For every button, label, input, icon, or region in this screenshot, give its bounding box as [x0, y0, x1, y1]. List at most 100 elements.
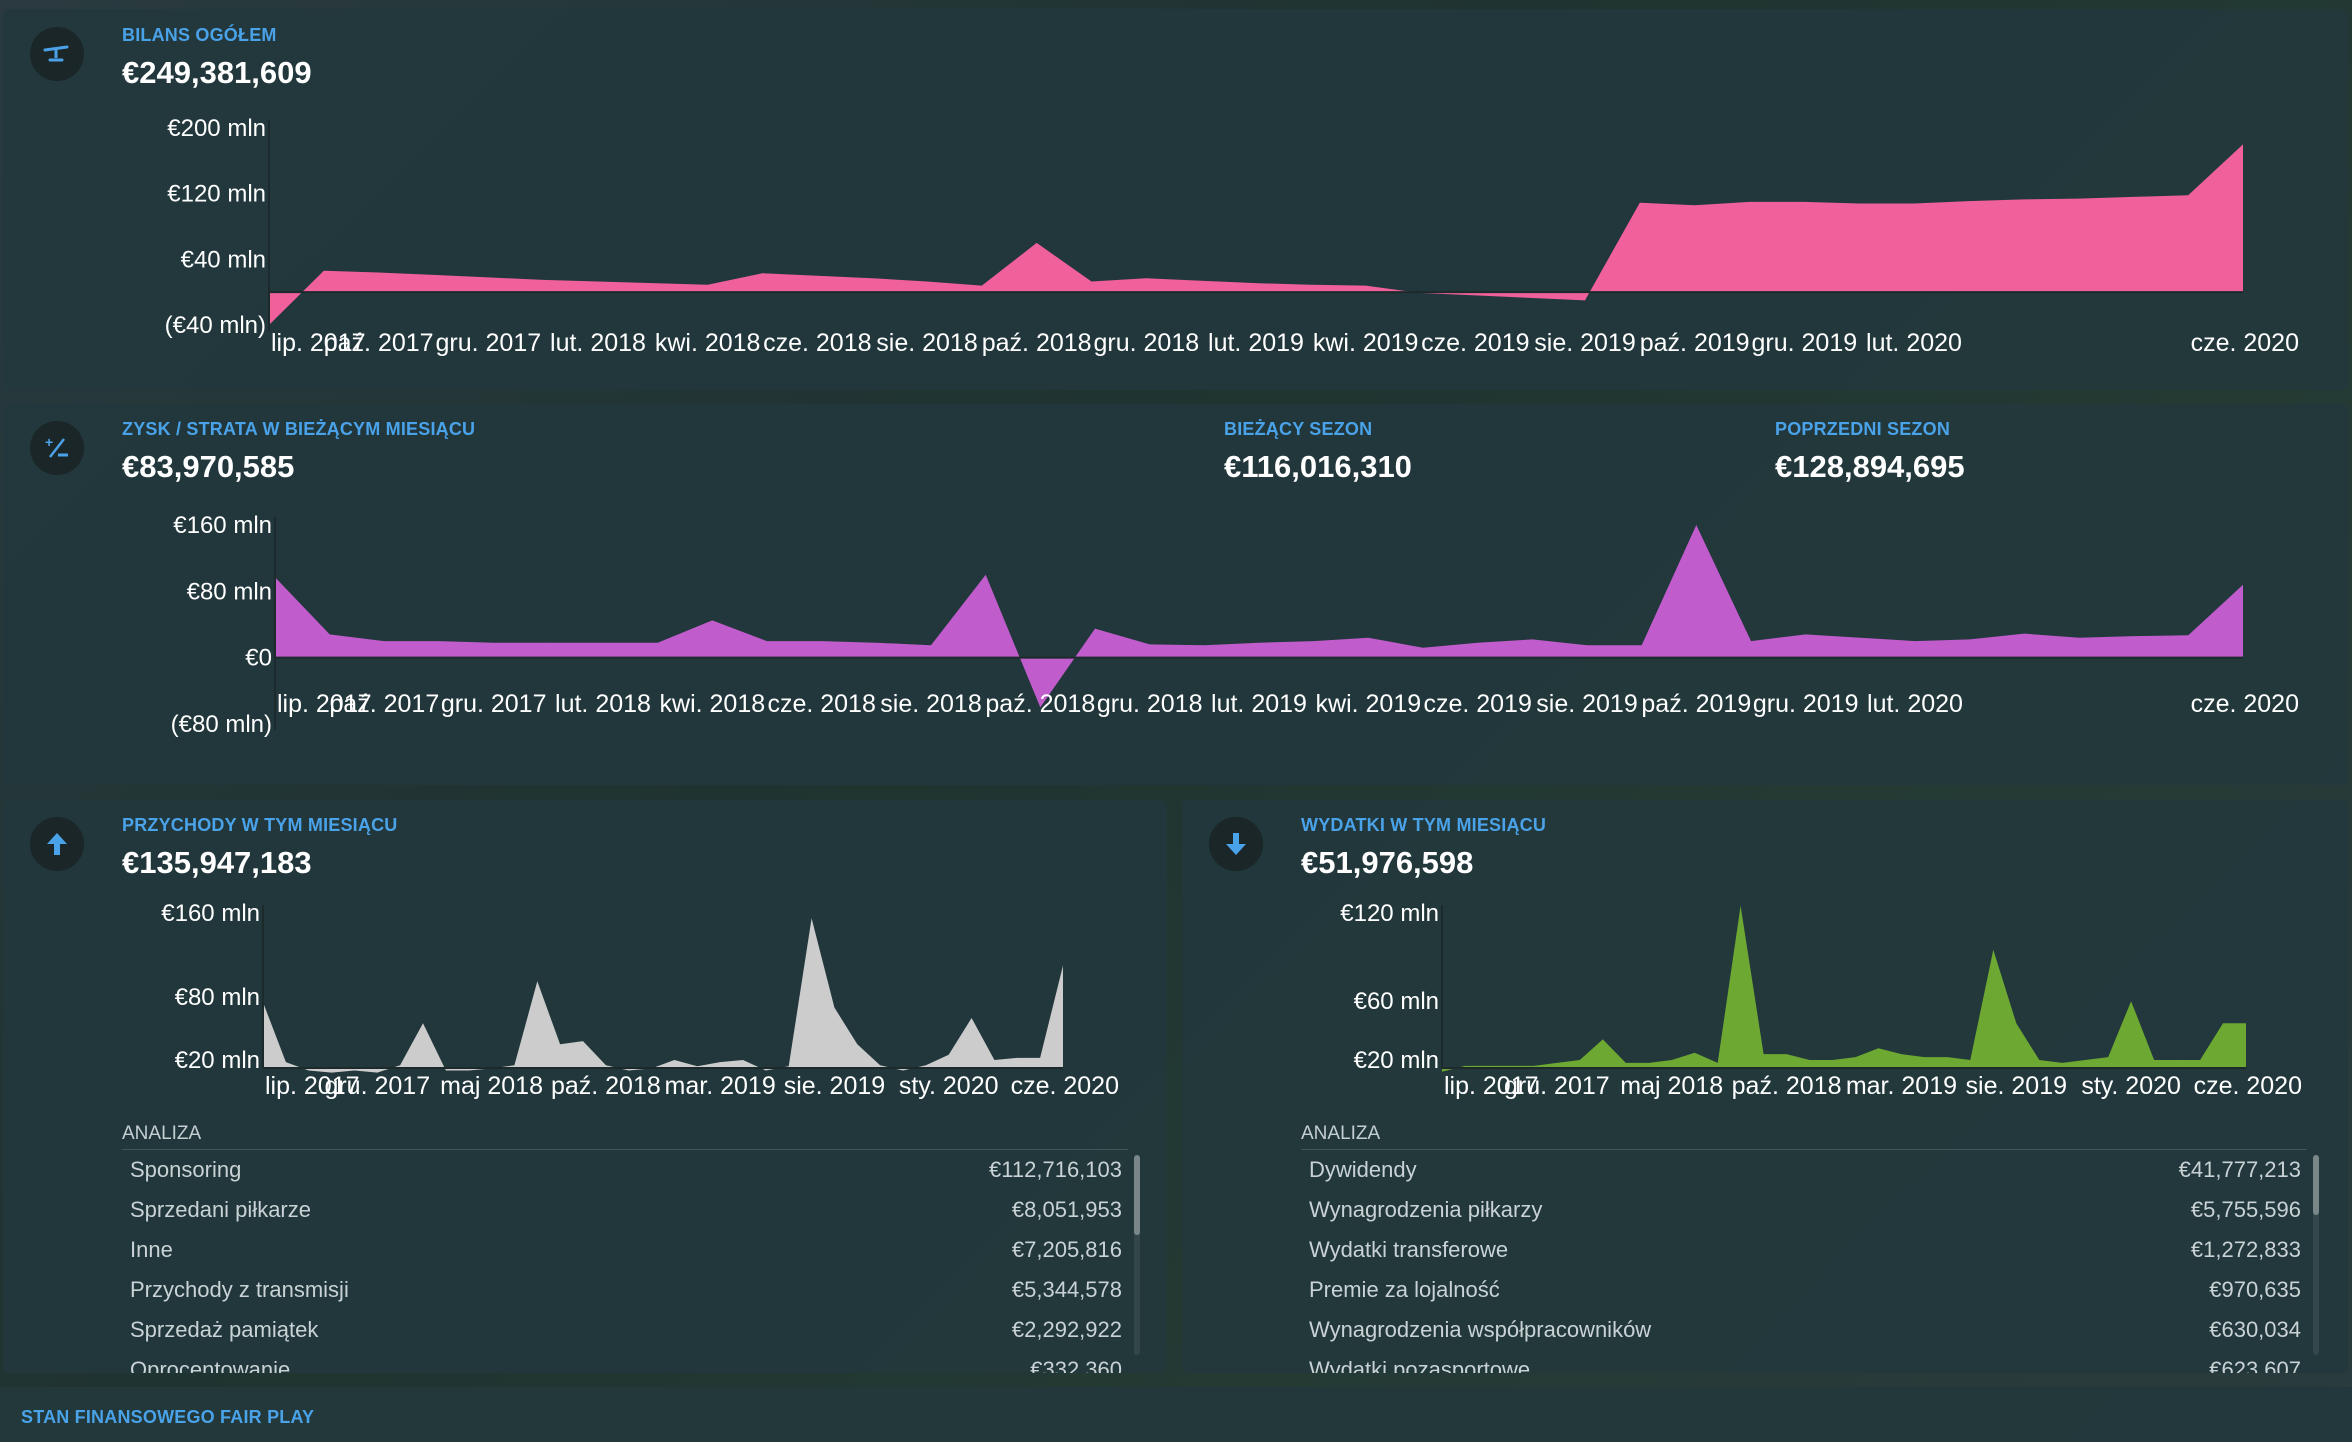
profit-y-tick-label: (€80 mln): [171, 711, 272, 738]
svg-text:+: +: [45, 434, 53, 450]
balance-chart: €200 mln €120 mln €40 mln (€40 mln)lip. 201…: [165, 115, 2299, 357]
income-analysis-divider: [122, 1149, 1128, 1150]
profit-label: ZYSK / STRATA W BIEŻĄCYM MIESIĄCU: [122, 419, 476, 439]
list-item[interactable]: Wydatki pozasportowe €623,607: [1303, 1350, 2307, 1373]
profit-x-tick-label: paź. 2017: [329, 690, 439, 718]
list-item[interactable]: Przychody z transmisji €5,344,578: [124, 1270, 1128, 1310]
expense-x-tick-label: maj 2018: [1620, 1072, 1723, 1100]
income-label: PRZYCHODY W TYM MIESIĄCU: [122, 815, 398, 835]
income-x-tick-label: cze. 2020: [1011, 1072, 1119, 1100]
income-scrollbar-thumb[interactable]: [1134, 1155, 1140, 1235]
balance-y-tick-label: €40 mln: [181, 246, 266, 273]
expense-x-tick-label: sty. 2020: [2081, 1072, 2181, 1100]
list-item-name: Wynagrodzenia współpracowników: [1309, 1317, 1652, 1342]
income-panel: PRZYCHODY W TYM MIESIĄCU €135,947,183 €1…: [3, 800, 1167, 1373]
profit-series-area: [275, 525, 2243, 708]
balance-x-tick-label: kwi. 2018: [655, 329, 761, 357]
balance-x-tick-label: paź. 2019: [1640, 329, 1750, 357]
expense-y-tick-label: €20 mln: [1354, 1047, 1439, 1074]
expense-x-tick-label: paź. 2018: [1732, 1072, 1842, 1100]
expense-analysis-divider: [1301, 1149, 2307, 1150]
previous-season-label: POPRZEDNI SEZON: [1775, 419, 1951, 439]
income-y-tick-label: €20 mln: [175, 1047, 260, 1074]
profit-x-tick-label: gru. 2019: [1753, 690, 1859, 718]
current-season-label: BIEŻĄCY SEZON: [1224, 419, 1373, 439]
balance-label: BILANS OGÓŁEM: [122, 25, 277, 45]
balance-x-tick-label: lut. 2019: [1208, 329, 1304, 357]
expense-scrollbar[interactable]: [2313, 1155, 2319, 1355]
income-analysis-list[interactable]: Sponsoring €112,716,103 Sprzedani piłkarze…: [124, 1150, 1128, 1373]
balance-x-tick-label: cze. 2018: [763, 329, 871, 357]
list-item-amount: €970,635: [2209, 1277, 2301, 1302]
profit-y-tick-label: €80 mln: [187, 578, 272, 605]
expense-x-tick-label: mar. 2019: [1846, 1072, 1957, 1100]
list-item-amount: €1,272,833: [2190, 1237, 2301, 1262]
expense-x-tick-label: lip. 2017: [1444, 1072, 1539, 1100]
income-x-tick-label: sie. 2019: [784, 1072, 885, 1100]
list-item-name: Sprzedani piłkarze: [130, 1197, 311, 1222]
scale-icon: [30, 27, 84, 81]
list-item-amount: €630,034: [2209, 1317, 2301, 1342]
list-item[interactable]: Sponsoring €112,716,103: [124, 1150, 1128, 1190]
expense-analysis-list[interactable]: Dywidendy €41,777,213 Wynagrodzenia piłkar…: [1303, 1150, 2307, 1373]
list-item-amount: €5,344,578: [1011, 1277, 1122, 1302]
income-series-area: [263, 918, 1063, 1073]
income-y-tick-label: €160 mln: [161, 900, 260, 927]
profit-y-tick-label: €160 mln: [173, 512, 272, 539]
income-y-tick-label: €80 mln: [175, 984, 260, 1011]
expense-value: €51,976,598: [1301, 845, 1474, 880]
list-item[interactable]: Premie za lojalność €970,635: [1303, 1270, 2307, 1310]
balance-y-tick-label: (€40 mln): [165, 312, 266, 339]
expense-x-tick-label: cze. 2020: [2194, 1072, 2302, 1100]
income-analysis-title: ANALIZA: [122, 1123, 202, 1144]
expense-y-tick-label: €60 mln: [1354, 988, 1439, 1015]
list-item[interactable]: Inne €7,205,816: [124, 1230, 1128, 1270]
income-x-tick-label: sty. 2020: [899, 1072, 999, 1100]
expense-panel: WYDATKI W TYM MIESIĄCU €51,976,598 €120 …: [1182, 800, 2348, 1373]
list-item-name: Inne: [130, 1237, 173, 1262]
balance-x-tick-label: paź. 2017: [324, 329, 434, 357]
profit-x-tick-label: paź. 2018: [985, 690, 1095, 718]
profit-x-tick-label: lut. 2020: [1867, 690, 1963, 718]
list-item-amount: €2,292,922: [1011, 1317, 1122, 1342]
list-item[interactable]: Oprocentowanie €332,360: [124, 1350, 1128, 1373]
list-item-name: Wydatki pozasportowe: [1309, 1357, 1531, 1373]
balance-x-tick-label: sie. 2019: [1534, 329, 1635, 357]
income-x-tick-label: paź. 2018: [551, 1072, 661, 1100]
balance-x-tick-label: gru. 2019: [1752, 329, 1858, 357]
previous-season-value: €128,894,695: [1775, 449, 1965, 484]
income-x-tick-label: maj 2018: [440, 1072, 543, 1100]
ffp-label: STAN FINANSOWEGO FAIR PLAY: [21, 1407, 315, 1427]
balance-x-tick-label: sie. 2018: [876, 329, 977, 357]
expense-scrollbar-thumb[interactable]: [2313, 1155, 2319, 1215]
list-item-name: Sponsoring: [130, 1157, 242, 1182]
profit-x-tick-label: kwi. 2018: [660, 690, 766, 718]
profit-x-tick-label: cze. 2018: [767, 690, 875, 718]
income-x-tick-label: lip. 2017: [265, 1072, 360, 1100]
arrow-up-icon: [30, 817, 84, 871]
income-scrollbar[interactable]: [1134, 1155, 1140, 1355]
expense-y-tick-label: €120 mln: [1340, 900, 1439, 927]
profit-x-tick-label: cze. 2020: [2191, 690, 2299, 718]
profit-x-tick-label: gru. 2018: [1097, 690, 1203, 718]
profit-x-tick-label: sie. 2019: [1536, 690, 1637, 718]
list-item-name: Przychody z transmisji: [130, 1277, 349, 1302]
list-item[interactable]: Wynagrodzenia współpracowników €630,034: [1303, 1310, 2307, 1350]
list-item[interactable]: Wydatki transferowe €1,272,833: [1303, 1230, 2307, 1270]
list-item[interactable]: Sprzedani piłkarze €8,051,953: [124, 1190, 1128, 1230]
profit-value: €83,970,585: [122, 449, 295, 484]
list-item[interactable]: Wynagrodzenia piłkarzy €5,755,596: [1303, 1190, 2307, 1230]
list-item[interactable]: Sprzedaż pamiątek €2,292,922: [124, 1310, 1128, 1350]
current-season-value: €116,016,310: [1224, 449, 1412, 484]
list-item[interactable]: Dywidendy €41,777,213: [1303, 1150, 2307, 1190]
balance-y-tick-label: €120 mln: [167, 181, 266, 208]
balance-x-tick-label: lut. 2020: [1866, 329, 1962, 357]
expense-series-area: [1442, 905, 2246, 1072]
expense-analysis-title: ANALIZA: [1301, 1123, 1381, 1144]
ffp-panel: STAN FINANSOWEGO FAIR PLAY: [0, 1387, 2352, 1442]
list-item-amount: €8,051,953: [1011, 1197, 1122, 1222]
list-item-name: Sprzedaż pamiątek: [130, 1317, 319, 1342]
list-item-amount: €332,360: [1030, 1357, 1122, 1373]
